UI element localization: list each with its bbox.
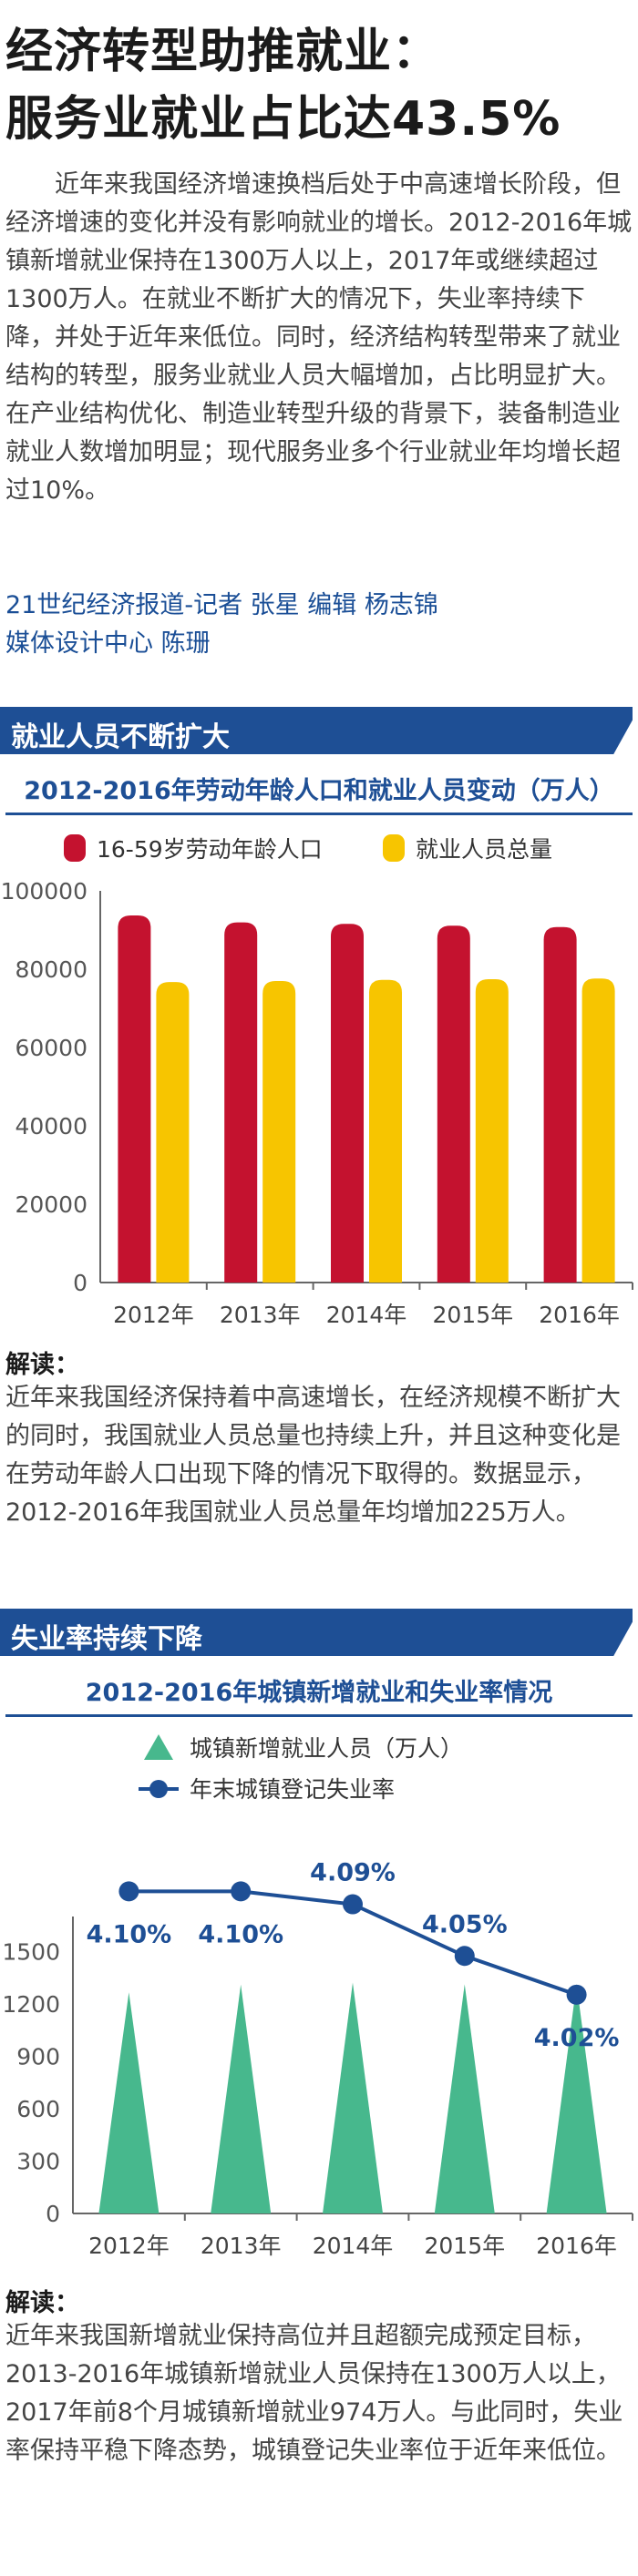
chart1-y-tick: 80000	[15, 956, 87, 983]
section2-bar: 失业率持续下降	[0, 1609, 638, 1656]
page-title-line1: 经济转型助推就业：	[5, 25, 441, 79]
chart2-y-tick: 1500	[2, 1938, 60, 1965]
section2-bar-title: 失业率持续下降	[11, 1623, 202, 1655]
section1-reading: 近年来我国经济保持着中高速增长，在经济规模不断扩大的同时，我国就业人员总量也持续…	[5, 1379, 634, 1532]
chart2-x-tick: 2014年	[313, 2233, 394, 2259]
chart2-rate-point	[231, 1881, 252, 1902]
chart2-triangle	[323, 1982, 383, 2213]
chart2-legend-label: 年末城镇登记失业率	[190, 1776, 395, 1803]
chart2-legend-label: 城镇新增就业人员（万人）	[190, 1735, 463, 1762]
chart1-title: 2012-2016年劳动年龄人口和就业人员变动（万人）	[24, 777, 614, 805]
chart2-rate-point	[343, 1894, 363, 1915]
chart1-bar	[224, 922, 258, 1283]
section1-bar-title: 就业人员不断扩大	[11, 721, 230, 753]
chart1-bar	[581, 978, 615, 1283]
chart2-x-tick: 2015年	[424, 2233, 505, 2259]
chart2-title: 2012-2016年城镇新增就业和失业率情况	[85, 1679, 553, 1707]
chart2-x-tick: 2016年	[536, 2233, 617, 2259]
chart2-rule	[5, 1714, 633, 1717]
section2-reading-title: 解读：	[5, 2289, 79, 2317]
chart1-legend-swatch	[64, 834, 86, 862]
chart1-bar	[543, 926, 577, 1283]
chart2-rate-label: 4.09%	[310, 1859, 396, 1887]
chart1-x-tick: 2015年	[432, 1302, 513, 1328]
chart1-rule	[5, 813, 633, 815]
chart2-x-tick: 2012年	[88, 2233, 170, 2259]
chart2-y-tick: 900	[16, 2043, 60, 2070]
chart2-rate-point	[118, 1881, 139, 1902]
chart1-bar	[331, 924, 364, 1283]
chart1-bar	[156, 982, 190, 1283]
chart2-rate-label: 4.10%	[198, 1920, 283, 1948]
chart2-rate-point	[454, 1946, 475, 1967]
chart2-legend-dot	[149, 1780, 168, 1798]
section1-reading-title: 解读：	[5, 1351, 79, 1379]
chart1-bar	[262, 980, 296, 1283]
chart1-y-tick: 100000	[1, 878, 87, 905]
chart1-x-tick: 2016年	[539, 1302, 620, 1328]
section2-reading: 近年来我国新增就业保持高位并且超额完成预定目标，2013-2016年城镇新增就业…	[5, 2317, 634, 2470]
chart1-legend-label: 就业人员总量	[416, 836, 552, 863]
lead-paragraph: 近年来我国经济增速换档后处于中高速增长阶段，但经济增速的变化并没有影响就业的增长…	[5, 166, 633, 510]
chart1-bar	[475, 978, 509, 1283]
chart2-triangle	[211, 1984, 272, 2213]
chart2-x-tick: 2013年	[201, 2233, 282, 2259]
chart2-triangle	[434, 1984, 495, 2213]
chart2-y-tick: 0	[46, 2201, 60, 2227]
chart1: 16-59岁劳动年龄人口 就业人员总量 0 20000 40000 60000 80000 1…	[1, 834, 633, 1328]
chart1-y-tick: 60000	[15, 1035, 87, 1061]
chart1-bar	[118, 915, 151, 1283]
chart2-rate-label: 4.10%	[87, 1920, 172, 1948]
chart1-x-tick: 2013年	[220, 1302, 301, 1328]
chart2-rate-label: 4.02%	[534, 2024, 620, 2052]
chart1-y-tick: 20000	[15, 1191, 87, 1218]
chart1-bar	[369, 979, 402, 1283]
chart2-y-tick: 1200	[2, 1991, 60, 2018]
section2-bar-bg	[0, 1609, 633, 1656]
chart2-rate-label: 4.05%	[422, 1910, 508, 1938]
credit-line1: 21世纪经济报道-记者 张星 编辑 杨志锦	[5, 591, 438, 619]
credit-line2: 媒体设计中心 陈珊	[5, 629, 211, 658]
chart1-x-tick: 2014年	[326, 1302, 407, 1328]
chart1-legend-label: 16-59岁劳动年龄人口	[97, 836, 323, 863]
chart2: 城镇新增就业人员（万人） 年末城镇登记失业率 0 300 600 900 1200 1500 2…	[2, 1734, 633, 2259]
chart1-legend-swatch	[383, 834, 405, 862]
lead-text: 近年来我国经济增速换档后处于中高速增长阶段，但经济增速的变化并没有影响就业的增长…	[5, 170, 633, 505]
section1-bar: 就业人员不断扩大	[0, 707, 638, 754]
section1-bar-bg	[0, 707, 633, 754]
section2-reading-text: 近年来我国新增就业保持高位并且超额完成预定目标，2013-2016年城镇新增就业…	[5, 2322, 623, 2465]
chart2-triangle	[98, 1992, 160, 2213]
chart2-legend-triangle	[144, 1734, 173, 1760]
chart2-rate-point	[566, 1984, 587, 2005]
chart1-bar	[437, 925, 470, 1283]
chart2-triangle	[546, 1984, 607, 2213]
section1-reading-text: 近年来我国经济保持着中高速增长，在经济规模不断扩大的同时，我国就业人员总量也持续…	[5, 1384, 621, 1527]
chart2-y-tick: 300	[16, 2148, 60, 2174]
chart1-y-tick: 40000	[15, 1113, 87, 1140]
chart1-y-tick: 0	[73, 1270, 87, 1296]
chart2-y-tick: 600	[16, 2096, 60, 2122]
page-title-line2: 服务业就业占比达43.5%	[5, 92, 561, 147]
chart1-x-tick: 2012年	[113, 1302, 194, 1328]
